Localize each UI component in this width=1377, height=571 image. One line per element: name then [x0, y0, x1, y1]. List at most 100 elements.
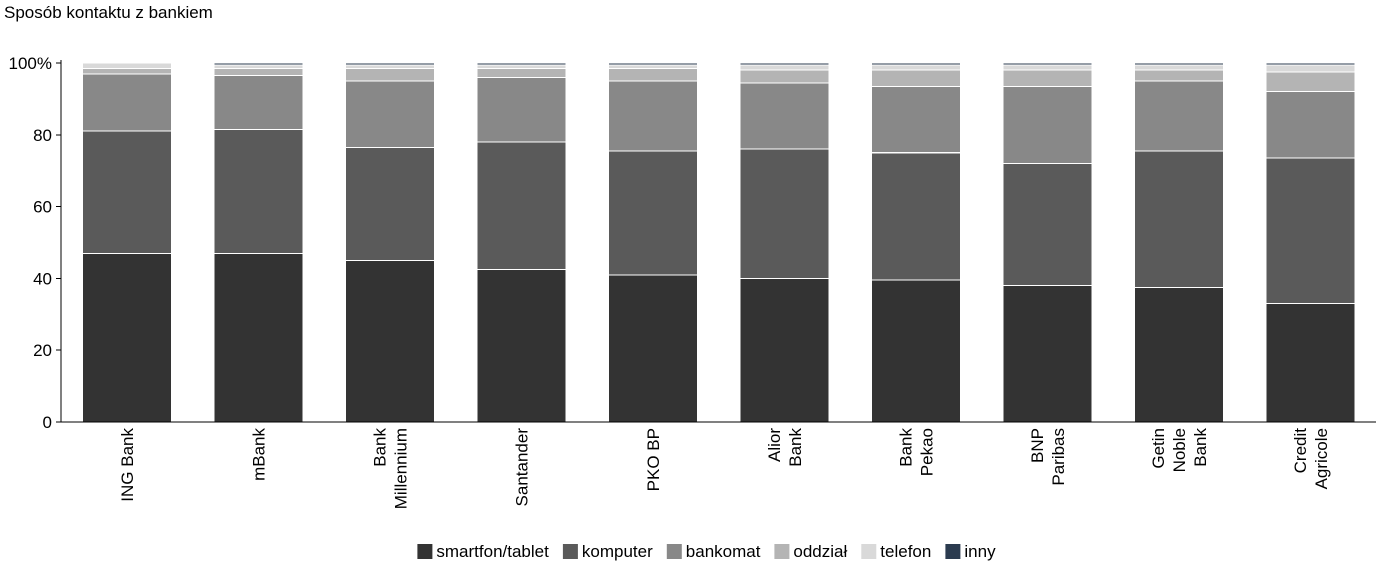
- bar-segment-5-s3: [607, 80, 698, 152]
- x-category-label-9: Getin Noble Bank: [1149, 428, 1210, 473]
- bar-segment-9-s5: [1133, 64, 1224, 71]
- x-category-label-line: Getin: [1149, 428, 1168, 469]
- x-category-label-line: Millennium: [391, 428, 410, 509]
- x-category-label-line: Bank: [370, 428, 389, 467]
- x-category-label-line: Noble: [1170, 428, 1189, 472]
- bar-segment-3-s1: [344, 259, 435, 423]
- y-tick-label-3: 40: [33, 269, 52, 288]
- bar-segment-4-s6: [476, 62, 567, 66]
- bar-segment-5-s6: [607, 62, 698, 66]
- bar-segment-9-s4: [1133, 69, 1224, 82]
- x-category-label-6: Alior Bank: [765, 428, 805, 467]
- bar-segment-10-s2: [1265, 157, 1356, 304]
- bar-segment-7-s2: [870, 152, 961, 281]
- legend-swatch-4: [774, 544, 790, 559]
- bars-group: [81, 62, 1356, 423]
- bar-segment-9-s2: [1133, 150, 1224, 288]
- bar-segment-2-s4: [213, 67, 304, 77]
- bar-segment-8-s6: [1002, 62, 1093, 66]
- x-category-label-line: ING Bank: [118, 428, 137, 502]
- bar-segment-8-s5: [1002, 64, 1093, 71]
- bar-segment-2-s1: [213, 252, 304, 423]
- x-category-label-line: mBank: [249, 428, 268, 481]
- bar-segment-4-s4: [476, 67, 567, 78]
- bar-segment-6-s2: [739, 148, 830, 279]
- bar-segment-3-s6: [344, 62, 435, 66]
- bar-segment-8-s2: [1002, 163, 1093, 287]
- legend-swatch-1: [417, 544, 433, 559]
- bar-segment-10-s3: [1265, 91, 1356, 159]
- bar-segment-7-s6: [870, 62, 961, 66]
- x-category-label-line: Alior: [765, 428, 784, 462]
- bar-segment-1-s5: [81, 62, 172, 69]
- legend-swatch-6: [945, 544, 961, 559]
- bar-segment-1-s2: [81, 130, 172, 254]
- bar-segment-2-s3: [213, 75, 304, 130]
- bar-segment-10-s1: [1265, 303, 1356, 423]
- bar-segment-6-s4: [739, 69, 830, 84]
- bar-segment-1-s1: [81, 252, 172, 423]
- legend-label-3: bankomat: [686, 542, 761, 561]
- legend-label-2: komputer: [582, 542, 653, 561]
- x-category-label-7: Bank Pekao: [896, 428, 936, 477]
- bar-segment-10-s4: [1265, 71, 1356, 93]
- bar-segment-6-s3: [739, 82, 830, 150]
- x-category-label-line: Bank: [786, 428, 805, 467]
- bar-segment-2-s2: [213, 128, 304, 254]
- x-category-label-line: Bank: [1191, 428, 1210, 467]
- bar-segment-6-s5: [739, 64, 830, 71]
- bar-segment-4-s2: [476, 141, 567, 270]
- legend-swatch-5: [861, 544, 877, 559]
- bar-segment-8-s4: [1002, 69, 1093, 87]
- bar-segment-6-s6: [739, 62, 830, 66]
- bar-segment-7-s1: [870, 279, 961, 423]
- bar-segment-7-s4: [870, 69, 961, 87]
- bar-segment-8-s3: [1002, 85, 1093, 164]
- x-category-label-4: Santander: [512, 428, 531, 507]
- bar-segment-5-s1: [607, 274, 698, 423]
- legend-label-1: smartfon/tablet: [436, 542, 549, 561]
- y-tick-label-1: 0: [43, 413, 52, 432]
- bar-segment-4-s1: [476, 268, 567, 423]
- x-category-label-line: PKO BP: [644, 428, 663, 491]
- chart-title: Sposób kontaktu z bankiem: [4, 3, 213, 22]
- bar-segment-3-s3: [344, 80, 435, 148]
- bar-segment-5-s5: [607, 64, 698, 69]
- x-category-label-8: BNP Paribas: [1028, 428, 1068, 486]
- bar-segment-8-s1: [1002, 285, 1093, 423]
- bar-segment-9-s1: [1133, 286, 1224, 423]
- x-labels-group: ING Bank mBank Bank Millennium Santander PKO …: [118, 428, 1331, 510]
- bar-segment-4-s3: [476, 76, 567, 143]
- x-category-label-2: mBank: [249, 428, 268, 481]
- y-tick-label-5: 80: [33, 126, 52, 145]
- x-category-label-line: Pekao: [917, 428, 936, 476]
- bar-segment-10-s6: [1265, 62, 1356, 66]
- axes-group: [60, 60, 1376, 423]
- y-ticks-group: 0 20 40 60 80 100%: [9, 54, 61, 432]
- x-category-label-5: PKO BP: [644, 428, 663, 491]
- bar-segment-9-s6: [1133, 62, 1224, 66]
- bar-segment-6-s1: [739, 277, 830, 423]
- legend: smartfon/tablet komputer bankomat oddział te…: [417, 542, 996, 561]
- bar-segment-9-s3: [1133, 80, 1224, 152]
- legend-label-5: telefon: [880, 542, 931, 561]
- bar-segment-3-s5: [344, 64, 435, 69]
- x-category-label-1: ING Bank: [118, 428, 137, 502]
- x-category-label-line: BNP: [1028, 428, 1047, 463]
- bar-segment-7-s5: [870, 64, 961, 71]
- bar-segment-3-s2: [344, 146, 435, 261]
- bar-segment-2-s5: [213, 64, 304, 69]
- bar-segment-1-s4: [81, 67, 172, 75]
- bar-segment-2-s6: [213, 62, 304, 66]
- x-category-label-line: Credit: [1291, 428, 1310, 474]
- x-category-label-line: Bank: [896, 428, 915, 467]
- y-tick-label-2: 20: [33, 341, 52, 360]
- x-category-label-10: Credit Agricole: [1291, 428, 1331, 490]
- x-category-label-line: Santander: [512, 428, 531, 507]
- bar-segment-10-s5: [1265, 64, 1356, 73]
- legend-label-6: inny: [964, 542, 996, 561]
- y-tick-label-6: 100%: [9, 54, 52, 73]
- y-tick-label-4: 60: [33, 198, 52, 217]
- legend-label-4: oddział: [793, 542, 847, 561]
